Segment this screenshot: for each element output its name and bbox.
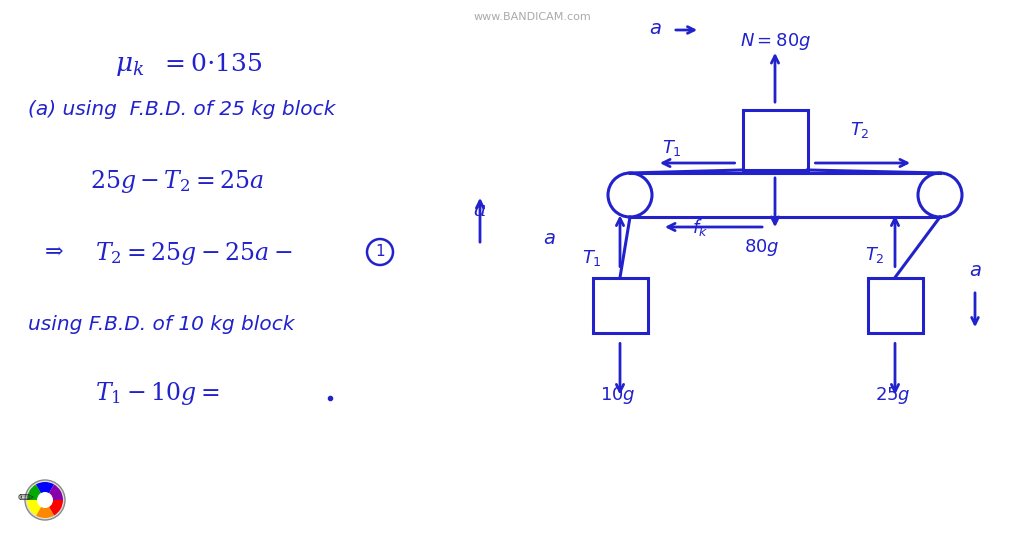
- Text: $f_k$: $f_k$: [692, 217, 708, 238]
- Text: $10g$: $10g$: [600, 384, 636, 405]
- Text: ✏: ✏: [18, 488, 35, 507]
- Text: $T_2$: $T_2$: [850, 120, 869, 140]
- Wedge shape: [45, 485, 63, 500]
- Text: $a$: $a$: [473, 200, 486, 220]
- Text: $80g$: $80g$: [744, 237, 780, 259]
- Wedge shape: [36, 500, 54, 518]
- Text: (a) using  F.B.D. of 25 kg block: (a) using F.B.D. of 25 kg block: [28, 100, 336, 119]
- Text: $T_1$: $T_1$: [663, 138, 682, 158]
- Text: $\mu_k$: $\mu_k$: [115, 52, 144, 78]
- Wedge shape: [27, 485, 45, 500]
- Text: $a$: $a$: [969, 261, 981, 280]
- Bar: [867, 278, 923, 332]
- Text: $= 0{\cdot}135$: $= 0{\cdot}135$: [160, 52, 263, 76]
- Bar: [742, 110, 808, 170]
- Text: $25g$: $25g$: [876, 384, 910, 405]
- Wedge shape: [27, 500, 45, 515]
- Text: $25g-T_2 = 25a$: $25g-T_2 = 25a$: [90, 168, 264, 195]
- Text: $T_2 = 25g - 25a -$: $T_2 = 25g - 25a -$: [95, 240, 293, 267]
- Wedge shape: [45, 500, 63, 515]
- Text: $T_2$: $T_2$: [865, 245, 885, 265]
- Circle shape: [25, 480, 65, 520]
- Text: www.BANDICAM.com: www.BANDICAM.com: [473, 12, 591, 22]
- Text: $N = 80g$: $N = 80g$: [740, 31, 811, 53]
- Wedge shape: [36, 482, 54, 500]
- Text: 1: 1: [375, 244, 385, 260]
- Bar: [593, 278, 647, 332]
- Text: $a$: $a$: [544, 229, 556, 248]
- Text: using F.B.D. of 10 kg block: using F.B.D. of 10 kg block: [28, 315, 295, 334]
- Text: $T_1$: $T_1$: [582, 248, 602, 268]
- Text: $a$: $a$: [648, 18, 662, 37]
- Text: $\Rightarrow$: $\Rightarrow$: [40, 240, 65, 260]
- Circle shape: [37, 492, 53, 508]
- Text: $T_1 - 10g = $: $T_1 - 10g = $: [95, 380, 219, 407]
